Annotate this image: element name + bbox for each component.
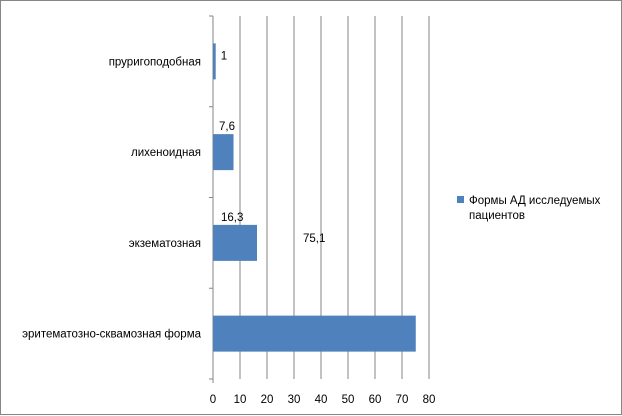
data-labels: 1 7,6 16,3 75,1 [219, 50, 325, 245]
x-tick-label: 20 [261, 394, 274, 406]
bar-1 [213, 134, 234, 171]
legend-label-line2: пациентов [469, 210, 525, 222]
x-tick-label: 40 [315, 394, 328, 406]
category-labels: пруригоподобная лихеноидная экзематозная эр… [22, 56, 201, 340]
x-tick-labels: 0 10 20 30 40 50 60 70 80 [210, 394, 436, 406]
data-label: 1 [221, 50, 227, 62]
category-label: эритематозно-сквамозная форма [22, 329, 201, 341]
legend-label-line1: Формы АД исследуемых [469, 195, 601, 207]
bars [213, 43, 416, 352]
bar-3 [213, 315, 416, 352]
bar-2 [213, 224, 258, 261]
bar-0 [213, 43, 216, 80]
x-tick-label: 50 [342, 394, 355, 406]
x-tick-label: 80 [423, 394, 436, 406]
gridlines [239, 16, 430, 379]
legend: Формы АД исследуемых пациентов [457, 195, 601, 222]
category-label: лихеноидная [131, 147, 201, 159]
legend-swatch [457, 196, 464, 203]
category-label: экзематозная [129, 238, 201, 250]
x-tick-label: 60 [369, 394, 382, 406]
x-tick-label: 10 [234, 394, 247, 406]
x-tick-label: 70 [396, 394, 409, 406]
category-label: пруригоподобная [109, 56, 201, 68]
data-label: 75,1 [303, 233, 325, 245]
x-tick-label: 30 [288, 394, 301, 406]
data-label: 16,3 [221, 212, 243, 224]
data-label: 7,6 [219, 121, 235, 133]
x-tick-label: 0 [210, 394, 216, 406]
category-axis [209, 15, 214, 383]
